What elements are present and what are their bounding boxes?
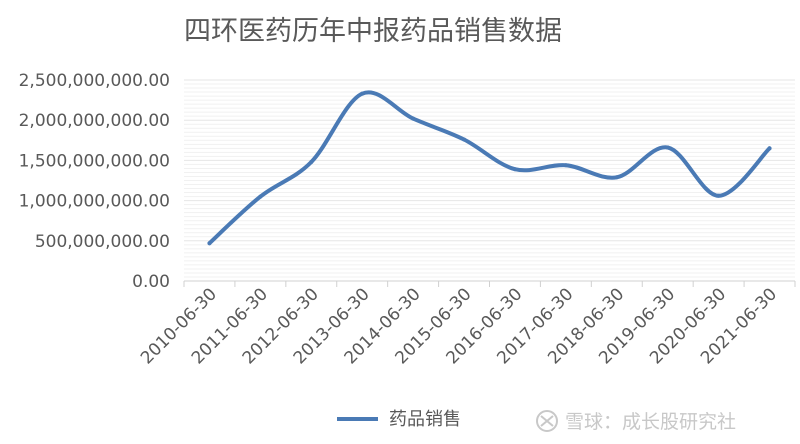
- data-point: [512, 167, 517, 172]
- y-axis-tick-labels: 0.00 500,000,000.00 1,000,000,000.00 1,500,…: [19, 71, 170, 292]
- gridlines: [184, 79, 795, 278]
- data-point: [716, 193, 721, 198]
- chart-title: 四环医药历年中报药品销售数据: [184, 16, 562, 47]
- legend-label: 药品销售: [389, 409, 461, 430]
- data-point: [563, 163, 568, 168]
- y-tick-label: 2,000,000,000.00: [19, 111, 170, 131]
- series-lines: [207, 90, 772, 246]
- y-tick-label: 1,000,000,000.00: [19, 192, 170, 212]
- y-tick-label: 500,000,000.00: [35, 232, 170, 252]
- y-tick-label: 0.00: [132, 272, 170, 292]
- y-tick-label: 1,500,000,000.00: [19, 151, 170, 171]
- data-point: [360, 91, 365, 96]
- data-point: [411, 116, 416, 121]
- legend: 药品销售: [337, 409, 461, 430]
- data-point: [309, 160, 314, 165]
- data-point: [665, 145, 670, 150]
- data-point: [767, 146, 772, 151]
- x-axis: [183, 280, 796, 287]
- data-point: [462, 137, 467, 142]
- series-line: [207, 90, 772, 246]
- data-point: [258, 194, 263, 199]
- xueqiu-logo-icon: [536, 410, 558, 432]
- watermark-text: 雪球：成长股研究社: [565, 411, 736, 433]
- x-axis-tick-labels: 2010-06-302011-06-302012-06-302013-06-30…: [137, 284, 781, 368]
- y-tick-label: 2,500,000,000.00: [19, 71, 170, 91]
- watermark: 雪球：成长股研究社: [536, 410, 736, 433]
- data-point: [207, 241, 212, 246]
- data-point: [614, 175, 619, 180]
